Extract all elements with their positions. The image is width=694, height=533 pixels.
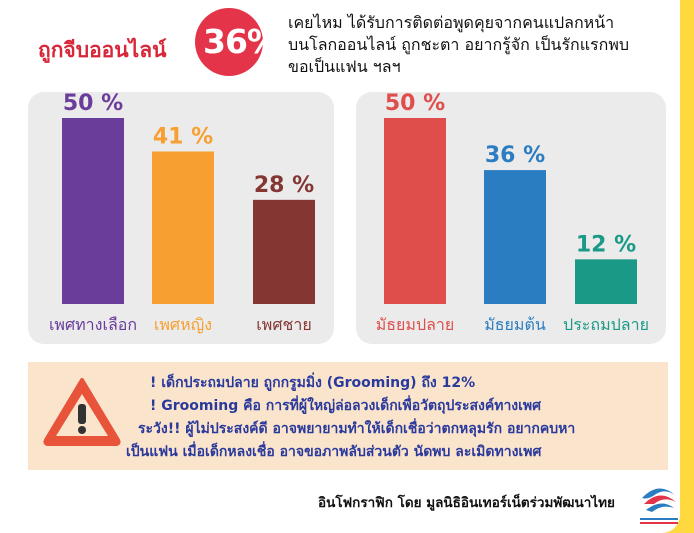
description-line: เคยไหม ได้รับการติดต่อพูดคุยจากคนแปลกหน้… (288, 13, 615, 32)
percent-value: 36% (203, 22, 280, 61)
infographic-sheet: ถูกจีบออนไลน์ 36% เคยไหม ได้รับการติดต่อ… (0, 0, 680, 533)
data-label: 28 % (254, 173, 314, 198)
education-bar-chart: 50 % มัธยมปลาย 36 % มัธยมต้น 12 % ประถมปลาย (376, 92, 649, 334)
bar (384, 118, 446, 304)
description-line: บนโลกออนไลน์ ถูกชะตา อยากรู้จัก เป็นรักแ… (288, 35, 630, 54)
bar (484, 170, 546, 304)
warning-line: เป็นแฟน เมื่อเด็กหลงเชื่อ อาจขอภาพลับส่ว… (126, 444, 542, 460)
category-label: เพศทางเลือก (49, 315, 137, 334)
page-title: ถูกจีบออนไลน์ (38, 38, 167, 62)
gender-bar-chart: 50 % เพศทางเลือก 41 % เพศหญิง 28 % เพศชาย (49, 92, 315, 334)
data-label: 50 % (63, 92, 123, 116)
data-label: 50 % (385, 92, 445, 116)
gender-chart-panel: 50 % เพศทางเลือก 41 % เพศหญิง 28 % เพศชาย (28, 92, 334, 344)
data-label: 12 % (576, 232, 636, 257)
warning-line: ! เด็กประถมปลาย ถูกกรูมมิ่ง (Grooming) ถ… (150, 375, 476, 391)
warning-box: ! เด็กประถมปลาย ถูกกรูมมิ่ง (Grooming) ถ… (28, 362, 668, 470)
warning-line: ระวัง!! ผู้ไม่ประสงค์ดี อาจพยายามทำให้เด… (138, 421, 576, 437)
category-label: มัธยมต้น (484, 315, 546, 334)
warning-triangle-icon (43, 378, 121, 446)
percent-badge (195, 8, 263, 76)
education-chart-panel: 50 % มัธยมปลาย 36 % มัธยมต้น 12 % ประถมปลาย (356, 92, 666, 344)
credit-text: อินโฟกราฟิก โดย มูลนิธิอินเทอร์เน็ตร่วมพ… (318, 495, 615, 511)
bar (62, 118, 124, 304)
category-label: ประถมปลาย (563, 315, 649, 334)
category-label: มัธยมปลาย (376, 315, 455, 334)
category-label: เพศหญิง (154, 315, 212, 334)
header-description: เคยไหม ได้รับการติดต่อพูดคุยจากคนแปลกหน้… (288, 12, 678, 78)
category-label: เพศชาย (256, 315, 311, 334)
data-label: 41 % (153, 124, 213, 149)
bar (575, 259, 637, 304)
warning-line: ! Grooming คือ การที่ผู้ใหญ่ล่อลวงเด็กเพ… (150, 398, 542, 414)
warning-text: ! เด็กประถมปลาย ถูกกรูมมิ่ง (Grooming) ถ… (126, 372, 658, 464)
bar (253, 199, 315, 304)
foundation-logo (640, 488, 678, 524)
data-label: 36 % (485, 143, 545, 168)
bar (152, 151, 214, 304)
description-line: ขอเป็นแฟน ฯลฯ (288, 57, 401, 76)
